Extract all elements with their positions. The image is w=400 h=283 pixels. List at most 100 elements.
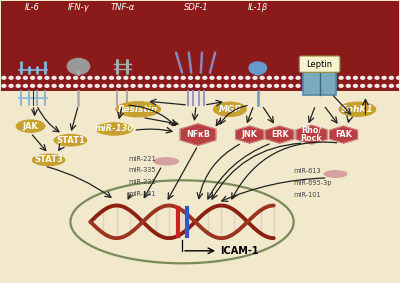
Polygon shape — [330, 126, 358, 143]
Circle shape — [282, 76, 286, 79]
Circle shape — [224, 85, 228, 87]
Circle shape — [382, 85, 386, 87]
Circle shape — [88, 85, 92, 87]
Text: TNF-α: TNF-α — [110, 3, 134, 12]
Ellipse shape — [32, 154, 66, 166]
Circle shape — [368, 85, 372, 87]
Circle shape — [274, 76, 278, 79]
Circle shape — [196, 85, 200, 87]
Circle shape — [332, 85, 336, 87]
Circle shape — [24, 76, 28, 79]
Circle shape — [332, 76, 336, 79]
Circle shape — [260, 76, 264, 79]
Circle shape — [74, 85, 78, 87]
Polygon shape — [236, 126, 264, 143]
Text: MGP: MGP — [218, 105, 241, 114]
Circle shape — [246, 85, 250, 87]
Polygon shape — [266, 126, 294, 143]
Circle shape — [310, 85, 314, 87]
Circle shape — [303, 76, 307, 79]
Bar — [1, 1, 399, 83]
Circle shape — [289, 76, 293, 79]
Circle shape — [160, 85, 164, 87]
Circle shape — [81, 76, 85, 79]
Circle shape — [110, 76, 114, 79]
Text: NFκB: NFκB — [186, 130, 210, 139]
Circle shape — [2, 76, 6, 79]
Circle shape — [375, 76, 379, 79]
Text: miR-222: miR-222 — [128, 179, 156, 185]
Circle shape — [296, 76, 300, 79]
Circle shape — [131, 76, 135, 79]
Circle shape — [368, 76, 372, 79]
Circle shape — [232, 76, 236, 79]
Circle shape — [346, 85, 350, 87]
Circle shape — [296, 85, 300, 87]
Circle shape — [102, 76, 106, 79]
Circle shape — [117, 76, 121, 79]
Circle shape — [52, 76, 56, 79]
Text: STAT3: STAT3 — [34, 155, 63, 164]
Circle shape — [389, 85, 393, 87]
Text: JNK: JNK — [242, 130, 258, 139]
Ellipse shape — [153, 157, 179, 166]
Bar — [1, 73, 399, 91]
Circle shape — [354, 85, 358, 87]
Circle shape — [318, 76, 322, 79]
Circle shape — [88, 76, 92, 79]
Circle shape — [210, 85, 214, 87]
Ellipse shape — [338, 102, 376, 117]
Circle shape — [217, 76, 221, 79]
Text: IL-6: IL-6 — [25, 3, 40, 12]
Circle shape — [131, 85, 135, 87]
Circle shape — [239, 76, 243, 79]
Circle shape — [45, 85, 49, 87]
Circle shape — [203, 85, 207, 87]
Circle shape — [66, 76, 70, 79]
Ellipse shape — [54, 134, 87, 147]
Circle shape — [145, 85, 149, 87]
Text: miR-613: miR-613 — [294, 168, 321, 174]
Circle shape — [30, 76, 34, 79]
Circle shape — [110, 85, 114, 87]
Circle shape — [138, 76, 142, 79]
Text: SphK1: SphK1 — [341, 105, 374, 114]
Circle shape — [389, 76, 393, 79]
Circle shape — [174, 76, 178, 79]
Circle shape — [246, 76, 250, 79]
Circle shape — [249, 62, 266, 74]
Circle shape — [74, 76, 78, 79]
Circle shape — [217, 85, 221, 87]
Text: JAK: JAK — [23, 122, 38, 131]
Circle shape — [124, 85, 128, 87]
Circle shape — [203, 76, 207, 79]
Circle shape — [361, 85, 365, 87]
Text: FAK: FAK — [335, 130, 352, 139]
Circle shape — [253, 85, 257, 87]
FancyBboxPatch shape — [303, 59, 336, 95]
Circle shape — [95, 85, 99, 87]
Circle shape — [196, 76, 200, 79]
Circle shape — [59, 76, 63, 79]
Circle shape — [152, 85, 156, 87]
Circle shape — [318, 85, 322, 87]
Circle shape — [339, 85, 343, 87]
Ellipse shape — [213, 102, 247, 117]
Circle shape — [16, 85, 20, 87]
Circle shape — [2, 85, 6, 87]
Circle shape — [167, 76, 171, 79]
Circle shape — [38, 76, 42, 79]
Polygon shape — [296, 125, 327, 144]
FancyBboxPatch shape — [299, 56, 340, 72]
Circle shape — [124, 76, 128, 79]
Text: miR-130: miR-130 — [95, 125, 134, 134]
Circle shape — [339, 76, 343, 79]
Circle shape — [152, 76, 156, 79]
Circle shape — [232, 85, 236, 87]
Circle shape — [174, 85, 178, 87]
Circle shape — [375, 85, 379, 87]
Circle shape — [67, 58, 90, 74]
Circle shape — [325, 85, 329, 87]
Text: miR-221: miR-221 — [128, 156, 156, 162]
Circle shape — [95, 76, 99, 79]
